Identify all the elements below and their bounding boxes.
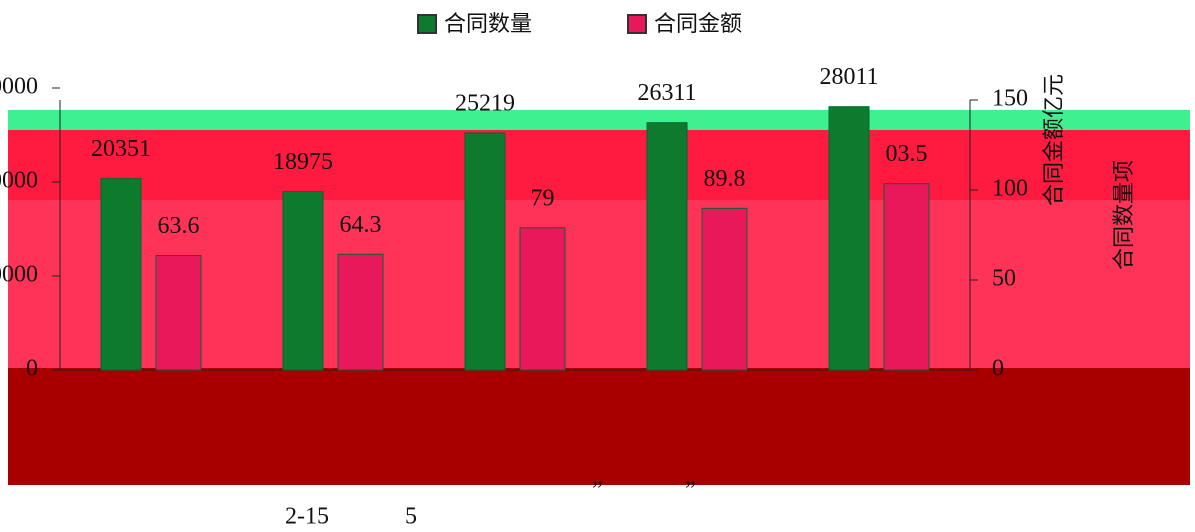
bar [282,191,324,371]
bar [519,227,566,371]
caption: ” [592,478,603,504]
data-label: 26311 [637,80,696,106]
background-band [8,130,1190,200]
legend-swatch [417,14,437,34]
data-label: 79 [531,185,555,211]
y-axis-title: 合同数量项 [1112,160,1137,270]
data-label: 20351 [91,136,151,162]
data-label: 89.8 [704,166,746,192]
bar [155,255,202,371]
bar [883,183,930,371]
data-label: 03.5 [886,141,928,167]
background-band [8,110,1190,130]
legend-swatch [627,14,647,34]
background-band [8,200,1190,368]
data-label: 28011 [819,64,878,90]
caption: 2-15 [285,504,329,530]
legend-label: 合同数量 [444,12,532,37]
y-tick-label: 30000 [0,74,38,100]
bar [701,207,748,371]
background-band [8,368,1190,485]
y-tick-label: 0 [26,356,38,382]
data-label: 25219 [455,90,515,116]
bar [464,132,506,371]
caption: 5 [405,504,417,530]
y2-tick-label: 0 [992,356,1004,382]
y2-tick-label: 150 [992,86,1028,112]
y2-tick-label: 100 [992,176,1028,202]
data-label: 18975 [273,149,333,175]
data-label: 64.3 [340,212,382,238]
bar [100,178,142,371]
bar [828,106,870,371]
y2-axis-title: 合同金额亿元 [1042,74,1067,206]
y-tick-label: 20000 [0,168,38,194]
y2-tick-label: 50 [992,266,1016,292]
legend-label: 合同金额 [654,12,742,37]
y-tick-label: 10000 [0,262,38,288]
bar [337,253,384,371]
data-label: 63.6 [158,213,200,239]
bar [646,122,688,371]
caption: ” [685,478,696,504]
